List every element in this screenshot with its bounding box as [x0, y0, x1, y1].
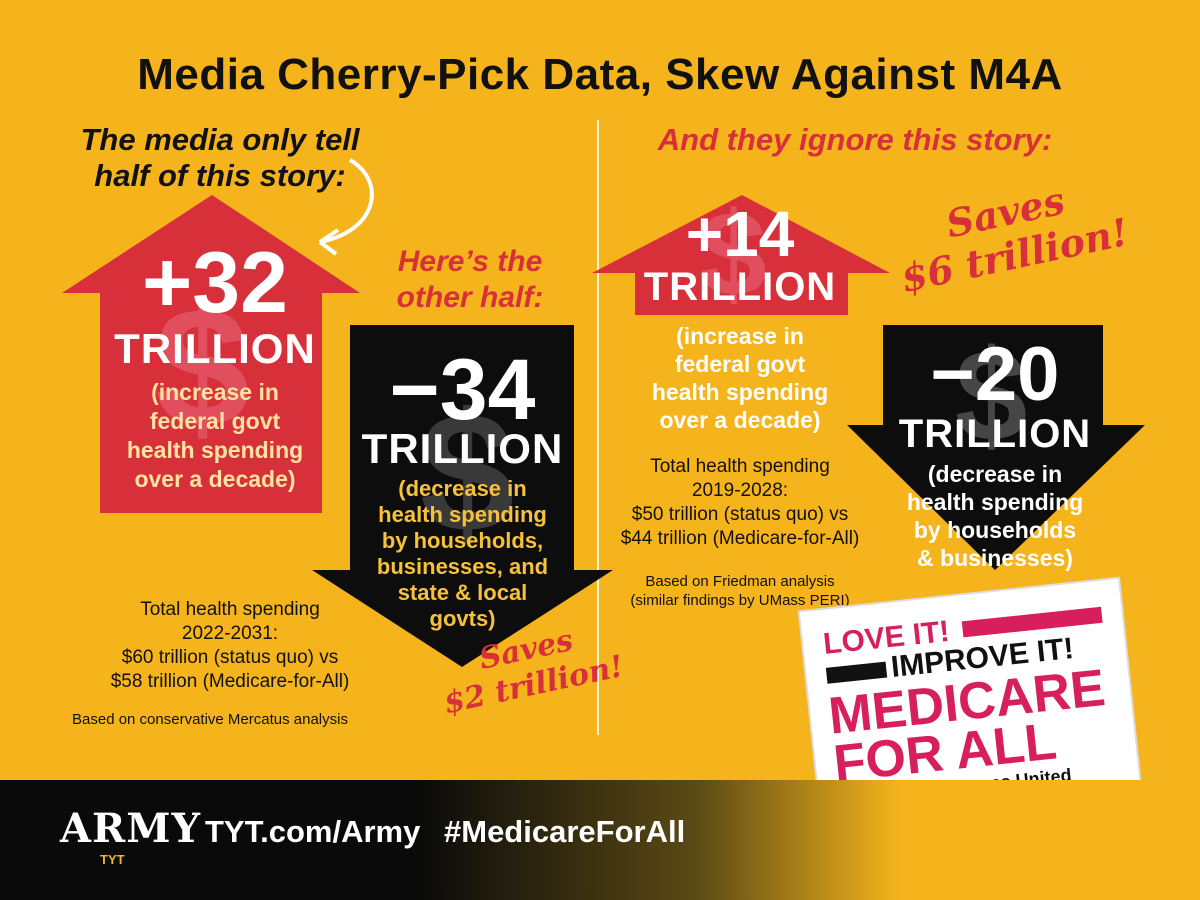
desc-line: federal govt	[149, 408, 281, 434]
left-source: Based on conservative Mercatus analysis	[72, 711, 348, 728]
dollar-sign-icon: $	[955, 322, 1028, 468]
right-down-unit: TRILLION	[898, 412, 1092, 456]
totals-line: $58 trillion (Medicare-for-All)	[110, 671, 350, 692]
desc-line: federal govt	[674, 351, 806, 377]
desc-line: over a decade)	[134, 466, 296, 492]
desc-line: over a decade)	[659, 407, 821, 433]
right-source: Based on Friedman analysis (similar find…	[605, 572, 875, 610]
other-half-label: Here’s the other half:	[370, 244, 570, 316]
right-down-arrow	[847, 325, 1145, 570]
right-up-amount: +14	[685, 198, 795, 270]
totals-line: $44 trillion (Medicare-for-All)	[620, 528, 860, 549]
source-line: (similar findings by UMass PERI)	[630, 592, 850, 609]
source-line: Based on Friedman analysis	[645, 573, 835, 590]
totals-line: $60 trillion (status quo) vs	[121, 647, 339, 668]
other-half-line: Here’s the	[397, 245, 543, 278]
left-up-arrow	[62, 195, 360, 513]
curved-arrow-icon	[318, 158, 374, 256]
left-totals: Total health spending 2022-2031: $60 tri…	[60, 598, 400, 694]
left-up-description: (increase in federal govt health spendin…	[85, 378, 345, 494]
right-down-description: (decrease in health spending by househol…	[870, 460, 1120, 572]
totals-line: 2019-2028:	[691, 480, 789, 501]
desc-line: health spending	[651, 379, 829, 405]
left-up-unit: TRILLION	[114, 325, 316, 372]
desc-line: (decrease in	[927, 461, 1063, 487]
totals-line: Total health spending	[650, 456, 830, 477]
footer-hashtag[interactable]: #MedicareForAll	[444, 814, 686, 849]
footer-link[interactable]: TYT.com/Army	[205, 814, 421, 849]
right-up-unit: TRILLION	[643, 265, 837, 309]
desc-line: health spending	[126, 437, 304, 463]
other-half-line: other half:	[396, 281, 544, 314]
desc-line: govts)	[429, 606, 496, 631]
totals-line: $50 trillion (status quo) vs	[631, 504, 849, 525]
footer-bar	[0, 780, 1200, 900]
left-down-amount: −34	[389, 342, 536, 438]
left-down-description: (decrease in health spending by househol…	[335, 476, 590, 632]
sign-pink-bar	[961, 606, 1103, 638]
dollar-sign-icon: $	[155, 273, 250, 463]
totals-line: 2022-2031:	[181, 623, 279, 644]
totals-line: Total health spending	[140, 599, 320, 620]
right-up-description: (increase in federal govt health spendin…	[625, 322, 855, 434]
desc-line: (increase in	[676, 323, 804, 349]
desc-line: health spending	[906, 489, 1084, 515]
center-divider	[597, 120, 599, 735]
desc-line: businesses, and	[376, 554, 549, 579]
desc-line: state & local	[397, 580, 528, 605]
right-down-amount: −20	[930, 332, 1060, 417]
tyt-logo: TYT	[100, 852, 125, 867]
army-logo: ARMY	[60, 805, 202, 852]
left-intro-line: The media only tell	[80, 122, 360, 157]
left-up-amount: +32	[142, 235, 288, 331]
desc-line: by households	[913, 517, 1077, 543]
sign-black-bar	[825, 661, 888, 684]
page-title: Media Cherry-Pick Data, Skew Against M4A	[137, 50, 1063, 99]
right-saves-label: Saves $6 trillion!	[874, 164, 1147, 304]
right-intro: And they ignore this story:	[657, 122, 1053, 157]
desc-line: health spending	[378, 502, 547, 527]
right-totals: Total health spending 2019-2028: $50 tri…	[605, 455, 875, 551]
left-intro-line: half of this story:	[94, 158, 346, 193]
right-up-arrow	[592, 195, 890, 315]
left-down-unit: TRILLION	[361, 425, 564, 472]
desc-line: (decrease in	[398, 476, 527, 501]
dollar-sign-icon: $	[420, 378, 515, 568]
desc-line: by households,	[381, 528, 544, 553]
left-intro: The media only tell half of this story:	[50, 122, 390, 194]
desc-line: (increase in	[151, 379, 279, 405]
dollar-sign-icon: $	[700, 187, 767, 321]
desc-line: & businesses)	[917, 545, 1073, 571]
left-down-arrow	[312, 325, 613, 667]
